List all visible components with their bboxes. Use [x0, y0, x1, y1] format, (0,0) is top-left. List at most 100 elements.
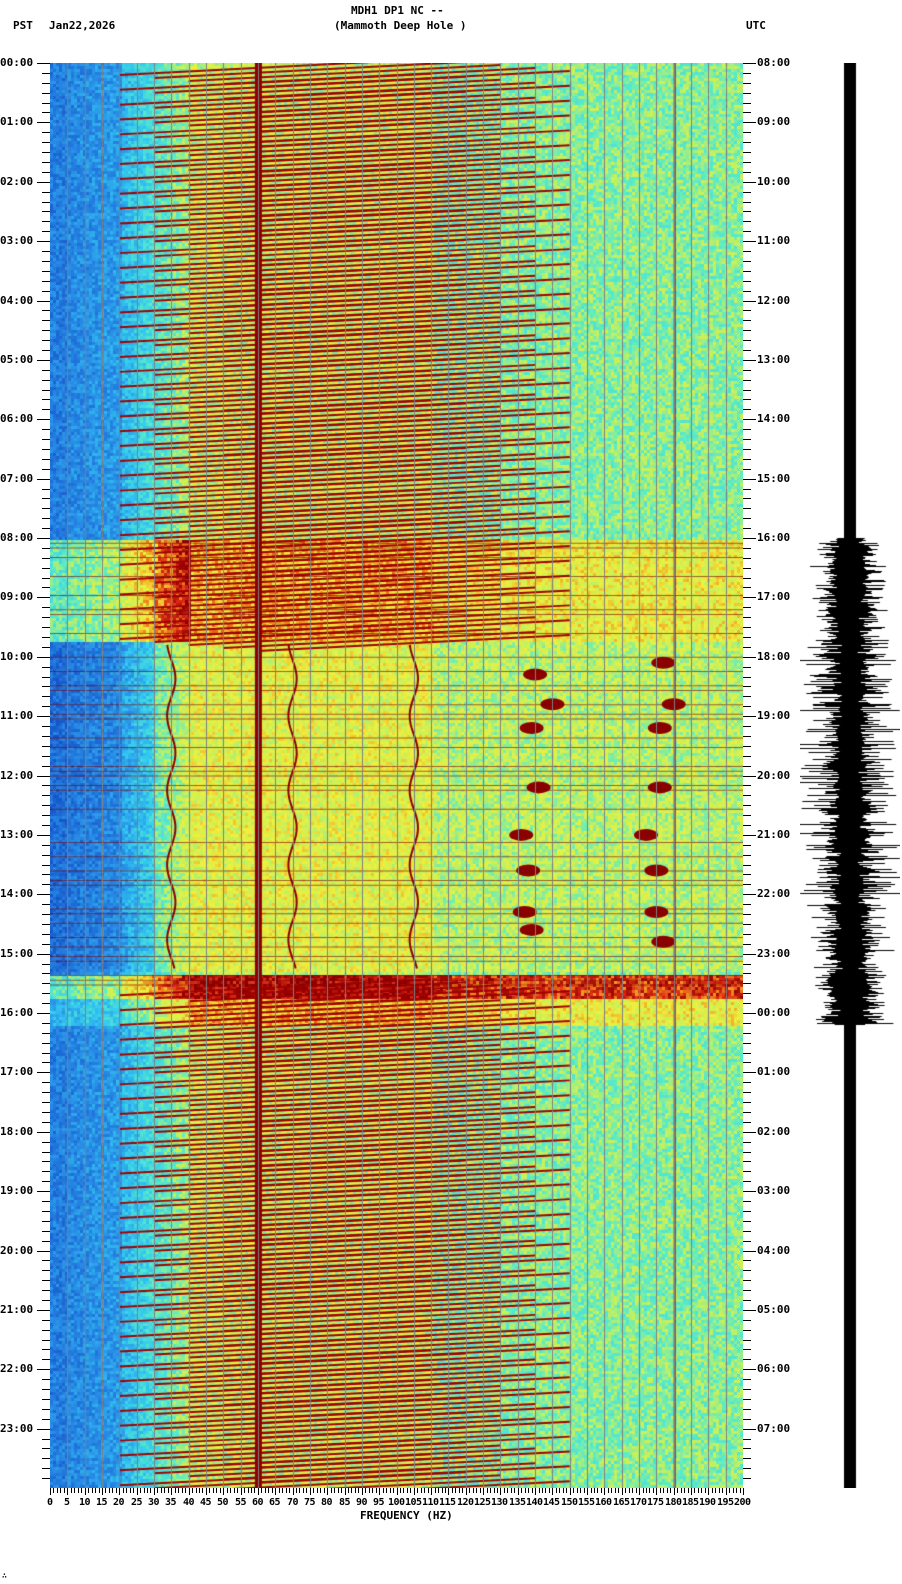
x-label: 105: [405, 1497, 422, 1508]
y-tick-left: [42, 1419, 50, 1420]
x-tick: [268, 1488, 269, 1493]
x-tick: [494, 1488, 495, 1493]
x-label: 110: [422, 1497, 439, 1508]
x-tick: [220, 1488, 221, 1493]
y-tick-left: [37, 954, 50, 955]
x-tick: [403, 1488, 404, 1493]
y-tick-left: [42, 1023, 50, 1024]
y-tick-left: [37, 538, 50, 539]
y-label-right: 16:00: [757, 531, 791, 544]
y-label-right: 00:00: [757, 1006, 791, 1019]
x-tick: [279, 1488, 280, 1493]
x-tick: [251, 1488, 252, 1493]
x-tick: [410, 1488, 411, 1493]
x-tick: [393, 1488, 394, 1493]
x-axis-label: FREQUENCY (HZ): [360, 1509, 453, 1522]
x-label: 95: [373, 1497, 385, 1508]
y-tick-left: [42, 568, 50, 569]
x-tick: [462, 1488, 463, 1493]
x-tick: [234, 1488, 235, 1493]
y-tick-right: [743, 83, 751, 84]
y-label-right: 02:00: [757, 1125, 791, 1138]
x-tick: [299, 1488, 300, 1493]
x-tick: [611, 1488, 612, 1493]
x-tick: [206, 1488, 207, 1495]
y-tick-right: [743, 380, 751, 381]
y-label-right: 15:00: [757, 472, 791, 485]
x-tick: [701, 1488, 702, 1493]
y-tick-right: [743, 736, 751, 737]
y-tick-right: [743, 340, 751, 341]
y-tick-left: [42, 508, 50, 509]
x-label: 25: [131, 1497, 143, 1508]
y-tick-right: [743, 1231, 751, 1232]
y-label-right: 07:00: [757, 1422, 791, 1435]
y-tick-left: [42, 1389, 50, 1390]
y-tick-left: [42, 1082, 50, 1083]
x-tick: [161, 1488, 162, 1493]
y-tick-left: [42, 944, 50, 945]
x-tick: [542, 1488, 543, 1493]
x-tick: [736, 1488, 737, 1493]
x-tick: [140, 1488, 141, 1493]
x-tick: [618, 1488, 619, 1493]
y-tick-right: [743, 202, 751, 203]
y-tick-left: [42, 1171, 50, 1172]
y-tick-left: [42, 924, 50, 925]
y-tick-right: [743, 1072, 756, 1073]
y-label-left: 02:00: [0, 175, 34, 188]
x-tick: [81, 1488, 82, 1493]
x-tick: [518, 1488, 519, 1495]
y-label-right: 21:00: [757, 828, 791, 841]
x-tick: [473, 1488, 474, 1493]
y-tick-right: [743, 746, 751, 747]
x-tick: [150, 1488, 151, 1493]
x-tick: [674, 1488, 675, 1495]
y-tick-right: [743, 508, 751, 509]
x-tick: [514, 1488, 515, 1493]
y-tick-left: [42, 746, 50, 747]
y-tick-right: [743, 914, 751, 915]
x-tick: [643, 1488, 644, 1493]
y-label-left: 23:00: [0, 1422, 34, 1435]
right-timezone-label: UTC: [746, 19, 766, 32]
y-tick-right: [743, 310, 751, 311]
x-tick: [241, 1488, 242, 1495]
x-tick: [580, 1488, 581, 1493]
y-tick-left: [42, 736, 50, 737]
x-tick: [369, 1488, 370, 1493]
x-tick: [71, 1488, 72, 1493]
x-tick: [286, 1488, 287, 1493]
x-tick: [248, 1488, 249, 1493]
footer-mark: ∴: [2, 1571, 7, 1580]
x-tick: [372, 1488, 373, 1493]
x-tick: [573, 1488, 574, 1493]
x-label: 180: [665, 1497, 682, 1508]
y-tick-right: [743, 281, 751, 282]
y-label-right: 13:00: [757, 353, 791, 366]
x-tick: [397, 1488, 398, 1495]
y-tick-right: [743, 152, 751, 153]
x-tick: [528, 1488, 529, 1493]
y-tick-right: [743, 1171, 751, 1172]
x-label: 40: [183, 1497, 195, 1508]
y-tick-left: [42, 1043, 50, 1044]
y-tick-left: [42, 498, 50, 499]
y-tick-left: [42, 221, 50, 222]
x-tick: [88, 1488, 89, 1493]
y-tick-right: [743, 983, 751, 984]
x-tick: [466, 1488, 467, 1495]
x-tick: [137, 1488, 138, 1495]
y-tick-right: [743, 776, 756, 777]
y-label-left: 12:00: [0, 769, 34, 782]
x-tick: [670, 1488, 671, 1493]
y-tick-right: [743, 637, 751, 638]
y-tick-left: [42, 370, 50, 371]
y-tick-left: [42, 192, 50, 193]
x-tick: [383, 1488, 384, 1493]
y-tick-left: [42, 1320, 50, 1321]
x-tick: [334, 1488, 335, 1493]
x-tick: [414, 1488, 415, 1495]
x-tick: [282, 1488, 283, 1493]
y-tick-right: [743, 1043, 751, 1044]
